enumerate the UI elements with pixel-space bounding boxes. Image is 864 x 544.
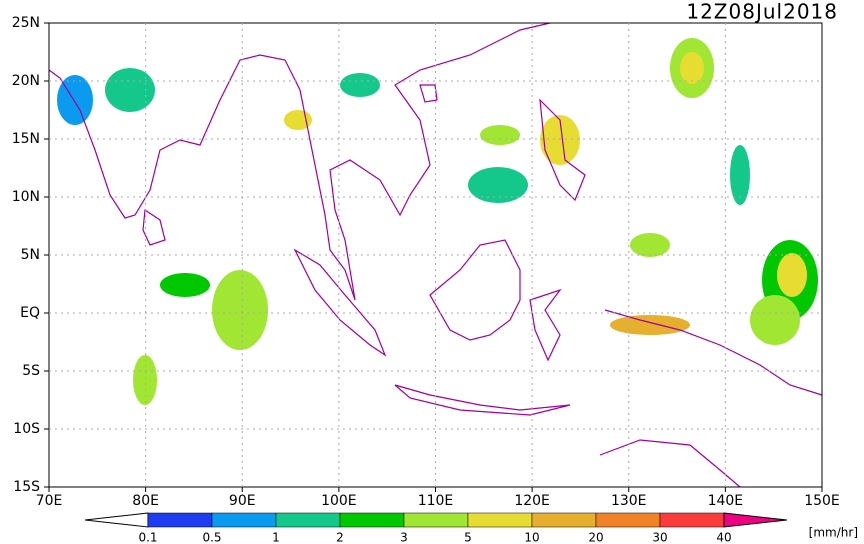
colorbar-over bbox=[723, 512, 788, 528]
colorbar-segment bbox=[211, 512, 277, 528]
colorbar-segment bbox=[339, 512, 405, 528]
precipitation-areas bbox=[57, 38, 818, 405]
colorbar-label: 40 bbox=[716, 531, 731, 544]
colorbar-label: 20 bbox=[588, 531, 603, 544]
colorbar-label: 3 bbox=[400, 531, 408, 544]
colorbar-unit: [mm/hr] bbox=[809, 526, 858, 540]
longitude-label: 110E bbox=[418, 493, 454, 509]
latitude-label: 25N bbox=[12, 15, 40, 31]
colorbar-segment bbox=[595, 512, 661, 528]
latitude-label: 15S bbox=[13, 479, 40, 495]
colorbar-label: 0.1 bbox=[138, 531, 157, 544]
colorbar-label: 1 bbox=[272, 531, 280, 544]
colorbar-segment bbox=[531, 512, 597, 528]
colorbar-label: 5 bbox=[464, 531, 472, 544]
latitude-label: 5S bbox=[22, 363, 40, 379]
colorbar-segment bbox=[275, 512, 341, 528]
latitude-label: 10S bbox=[13, 421, 40, 437]
latitude-label: 20N bbox=[12, 73, 40, 89]
longitude-label: 120E bbox=[514, 493, 550, 509]
colorbar-segment bbox=[659, 512, 725, 528]
latitude-label: 5N bbox=[21, 247, 40, 263]
latitude-label: 10N bbox=[12, 189, 40, 205]
colorbar-label: 10 bbox=[524, 531, 539, 544]
longitude-label: 130E bbox=[611, 493, 647, 509]
colorbar-label: 2 bbox=[336, 531, 344, 544]
colorbar-label: 0.5 bbox=[202, 531, 221, 544]
longitude-label: 90E bbox=[229, 493, 256, 509]
longitude-label: 80E bbox=[132, 493, 159, 509]
colorbar-segment bbox=[403, 512, 469, 528]
longitude-label: 100E bbox=[321, 493, 357, 509]
colorbar-segment bbox=[467, 512, 533, 528]
colorbar-label: 30 bbox=[652, 531, 667, 544]
longitude-label: 70E bbox=[36, 493, 63, 509]
latitude-label: EQ bbox=[20, 305, 40, 321]
colorbar-segment bbox=[147, 512, 213, 528]
longitude-label: 150E bbox=[804, 493, 840, 509]
colorbar-under bbox=[84, 512, 149, 528]
longitude-label: 140E bbox=[708, 493, 744, 509]
coastlines bbox=[48, 22, 823, 488]
map-title: 12Z08Jul2018 bbox=[686, 0, 838, 24]
latitude-label: 15N bbox=[12, 131, 40, 147]
